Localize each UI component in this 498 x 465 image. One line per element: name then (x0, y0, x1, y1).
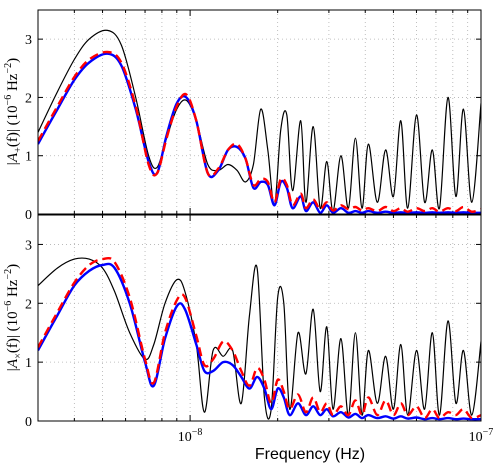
top-y-axis-label: |A+(f)| (10−6 Hz−2) (3, 58, 24, 166)
bottom-series-group (38, 256, 481, 421)
y-tick-label: 1 (25, 150, 32, 165)
top-series-group (38, 29, 481, 214)
bottom-axes-frame (37, 214, 482, 422)
x-tick-label: 10−7 (469, 427, 494, 445)
x-tick-label: 10−8 (178, 427, 203, 445)
top-panel: 0 1 2 3|A+(f)| (10−6 Hz−2) (3, 9, 482, 223)
y-tick-label: 0 (25, 415, 32, 430)
bottom-grid (37, 215, 481, 422)
bottom-series-2-line (38, 256, 481, 420)
bottom-series-0-line (38, 257, 481, 420)
bottom-series-1-line (38, 262, 481, 421)
top-axes-frame (37, 9, 482, 215)
y-tick-label: 2 (25, 91, 32, 106)
top-series-2-line (38, 50, 481, 213)
y-tick-label: 2 (25, 297, 32, 312)
x-axis-label: Frequency (Hz) (255, 446, 365, 463)
y-tick-label: 3 (25, 238, 32, 253)
bottom-y-axis-label: |A×(f)| (10−6 Hz−2) (3, 264, 24, 372)
y-tick-label: 3 (25, 33, 32, 48)
y-tick-label: 1 (25, 356, 32, 371)
bottom-panel: 0 1 2 3|A×(f)| (10−6 Hz−2) 10−8 10−7 (3, 214, 494, 445)
y-tick-label: 0 (25, 208, 32, 223)
